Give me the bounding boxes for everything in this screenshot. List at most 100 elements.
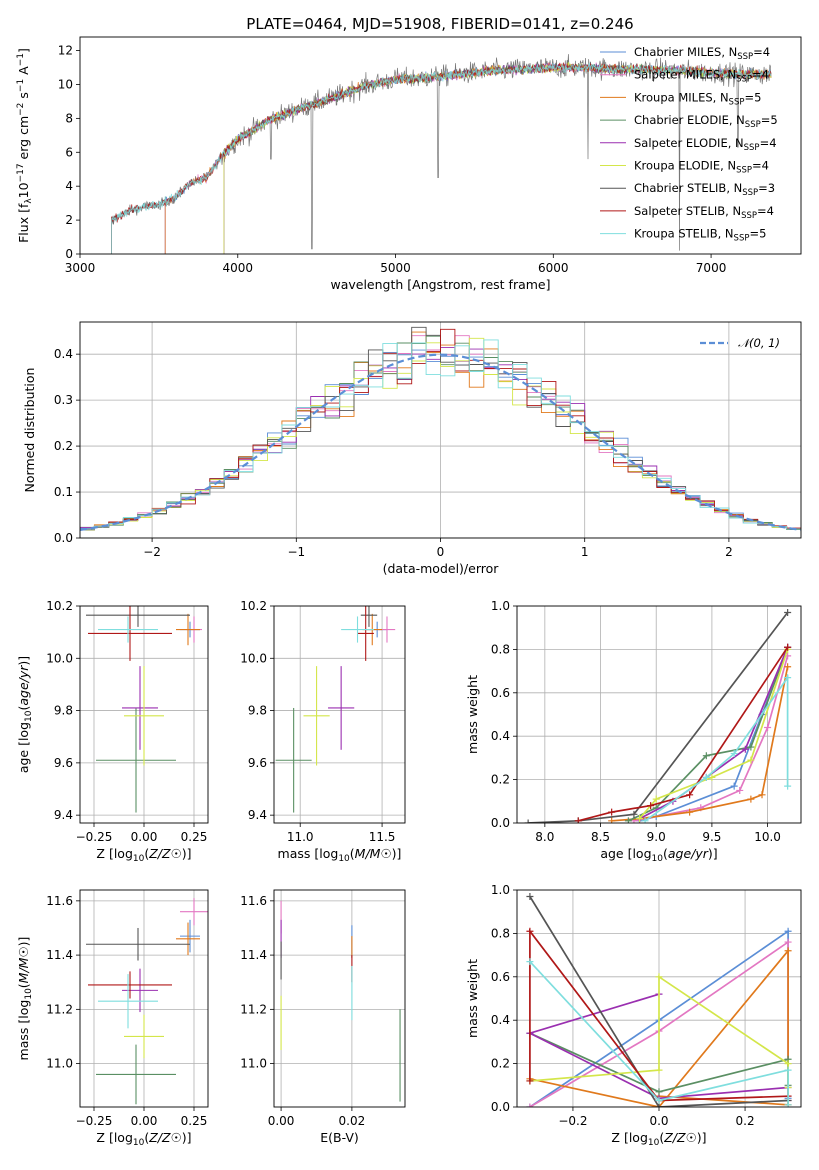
data-residuals bbox=[80, 326, 801, 533]
weight-marker bbox=[655, 1103, 663, 1107]
legend-entry: Chabrier MILES, NSSP=4 bbox=[634, 45, 770, 62]
y-tick-label: 1.0 bbox=[491, 599, 510, 613]
x-tick-label: 0 bbox=[437, 545, 445, 559]
plot-area-mass-weight-vs-Z bbox=[517, 890, 801, 1107]
weight-marker bbox=[784, 1060, 792, 1068]
x-axis-label: age [log10(age/yr)] bbox=[600, 846, 717, 864]
axes-mass-vs-ebv: 0.00 0.02 11.0 11.2 11.4 11.6 E(B-V) bbox=[240, 889, 406, 1145]
plot-area-residuals bbox=[80, 322, 801, 538]
label-part: =4 bbox=[752, 159, 769, 173]
label-part: Flux [f bbox=[16, 203, 31, 243]
plot-area-mass-vs-Z bbox=[80, 890, 208, 1107]
legend-entry: Salpeter MILES, NSSP=4 bbox=[634, 68, 769, 85]
data-mass-weight-vs-Z bbox=[526, 893, 792, 1107]
label-part: ☉ bbox=[171, 1130, 182, 1145]
y-tick-label: 11.6 bbox=[46, 894, 73, 908]
y-tick-label: 11.4 bbox=[46, 948, 73, 962]
label-part: Kroupa ELODIE, N bbox=[634, 159, 736, 173]
x-tick-label: −0.25 bbox=[76, 1114, 113, 1128]
weight-marker bbox=[784, 674, 792, 682]
plot-area-spectrum bbox=[111, 54, 772, 254]
y-tick-label: 10.0 bbox=[240, 651, 267, 665]
weight-marker bbox=[784, 927, 792, 935]
label-part: ( bbox=[144, 1130, 149, 1145]
label-part: M/M bbox=[16, 957, 31, 983]
label-part: )] bbox=[182, 846, 192, 861]
label-part: age/yr bbox=[668, 846, 709, 861]
normal-curve bbox=[80, 353, 801, 531]
weight-marker bbox=[702, 752, 710, 760]
weight-marker bbox=[655, 1096, 663, 1104]
label-part: 10 bbox=[16, 182, 31, 198]
x-tick-label: 4000 bbox=[222, 261, 253, 275]
data-mass-vs-Z bbox=[86, 898, 208, 1105]
axes-mass-weight-vs-age: 8.0 8.5 9.0 9.5 10.0 0.0 0.2 0.4 0.6 0.8 1.0 age [l… bbox=[465, 599, 802, 864]
y-tick-label: 9.4 bbox=[248, 808, 267, 822]
x-tick-label: 2 bbox=[725, 545, 733, 559]
y-tick-label: 0.0 bbox=[491, 1100, 510, 1114]
plot-area-mass-vs-ebv bbox=[274, 890, 405, 1107]
weight-line bbox=[611, 666, 789, 822]
x-tick-label: 11.0 bbox=[287, 830, 314, 844]
label-part: Z/Z bbox=[663, 1130, 686, 1145]
legend-entry: Chabrier ELODIE, NSSP=5 bbox=[634, 113, 778, 130]
weight-line bbox=[528, 611, 789, 823]
axes-spectrum: 3000 4000 5000 6000 7000 0 2 4 6 8 10 12 Chabrier MI… bbox=[16, 36, 802, 292]
x-tick-label: 0.02 bbox=[339, 1114, 366, 1128]
weight-marker bbox=[526, 958, 534, 966]
x-tick-label: 9.5 bbox=[702, 830, 721, 844]
legend-entry: Chabrier STELIB, NSSP=3 bbox=[634, 181, 775, 198]
label-part: −17 bbox=[16, 163, 26, 182]
label-part: ( bbox=[144, 846, 149, 861]
spectrum-legend: Chabrier MILES, NSSP=4 Salpeter MILES, NS… bbox=[600, 45, 778, 244]
y-tick-label: 12 bbox=[58, 44, 73, 58]
label-part: ] bbox=[16, 48, 31, 53]
y-tick-label: 0.2 bbox=[54, 439, 73, 453]
label-part: erg cm bbox=[16, 116, 31, 164]
y-tick-label: 10.0 bbox=[46, 651, 73, 665]
label-part: 10 bbox=[24, 710, 34, 722]
weight-marker bbox=[647, 802, 655, 810]
axes-frame bbox=[79, 605, 209, 824]
x-tick-label: 1 bbox=[581, 545, 589, 559]
label-part: SSP bbox=[744, 143, 760, 153]
weight-marker bbox=[526, 1077, 534, 1085]
label-part: =4 bbox=[752, 68, 769, 82]
label-part: ☉ bbox=[380, 846, 391, 861]
weight-marker bbox=[686, 808, 694, 816]
plot-area-age-vs-mass bbox=[274, 606, 405, 823]
ticks-age-vs-Z: −0.25 0.00 0.25 9.4 9.6 9.8 10.0 10.2 bbox=[46, 599, 207, 844]
label-part: 10 bbox=[338, 854, 350, 864]
label-part: Salpeter STELIB, N bbox=[634, 204, 741, 218]
weight-marker bbox=[730, 782, 738, 790]
label-part: 10 bbox=[133, 854, 145, 864]
data-mass-weight-vs-age bbox=[524, 609, 792, 823]
y-tick-label: 10 bbox=[58, 77, 73, 91]
y-tick-label: 11.6 bbox=[240, 894, 267, 908]
residual-histogram bbox=[80, 337, 801, 532]
weight-marker bbox=[784, 782, 792, 790]
y-tick-label: 0.2 bbox=[491, 1057, 510, 1071]
y-tick-label: 0.8 bbox=[491, 926, 510, 940]
weight-marker bbox=[747, 795, 755, 803]
x-tick-label: 8.0 bbox=[535, 830, 554, 844]
axes-frame bbox=[79, 36, 802, 255]
label-part: SSP bbox=[729, 97, 745, 107]
y-tick-label: 0.0 bbox=[54, 531, 73, 545]
ticks-mass-vs-ebv: 0.00 0.02 11.0 11.2 11.4 11.6 bbox=[240, 894, 365, 1128]
label-part: SSP bbox=[737, 52, 753, 62]
ticks-mass-weight-vs-age: 8.0 8.5 9.0 9.5 10.0 0.0 0.2 0.4 0.6 0.8 1.0 bbox=[491, 599, 781, 844]
label-part: Salpeter ELODIE, N bbox=[634, 136, 744, 150]
x-tick-label: 0.2 bbox=[736, 1114, 755, 1128]
y-tick-label: 9.6 bbox=[248, 756, 267, 770]
y-tick-label: 0.6 bbox=[491, 686, 510, 700]
label-part: −2 bbox=[16, 103, 26, 116]
y-axis-label: mass weight bbox=[465, 959, 480, 1038]
label-part: s bbox=[16, 92, 31, 103]
weight-marker bbox=[574, 817, 582, 823]
y-axis-label: Normed distribution bbox=[22, 368, 37, 493]
data-mass-vs-ebv bbox=[280, 900, 401, 1102]
x-tick-label: −0.25 bbox=[76, 830, 113, 844]
label-part: ☉ bbox=[171, 846, 182, 861]
x-axis-label: wavelength [Angstrom, rest frame] bbox=[330, 277, 550, 292]
